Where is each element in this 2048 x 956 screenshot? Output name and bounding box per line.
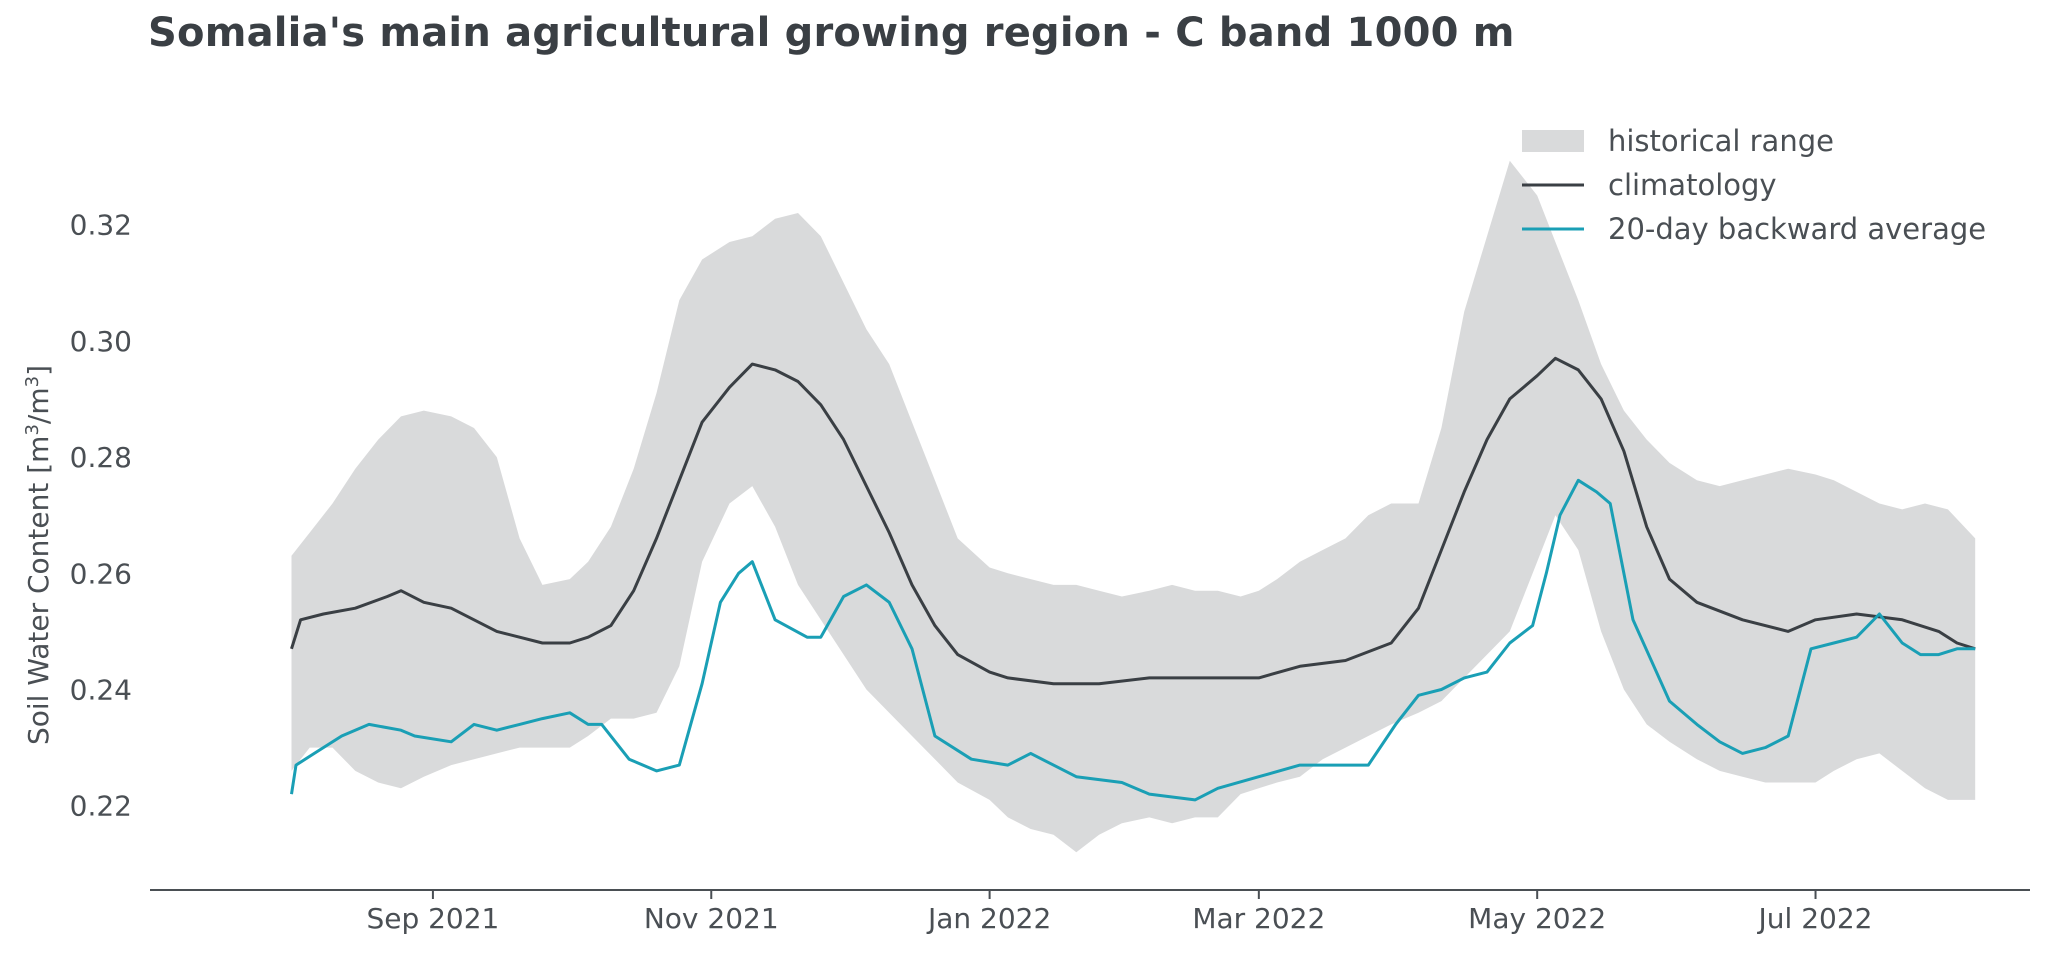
y-tick-label: 0.24 bbox=[70, 674, 132, 707]
legend-label: historical range bbox=[1608, 124, 1834, 158]
legend: historical range climatology 20-day backwa… bbox=[1522, 124, 1986, 246]
legend-item-climatology: climatology bbox=[1522, 168, 1777, 202]
20-day-backward-average-series bbox=[290, 478, 1976, 802]
chart-title: Somalia's main agricultural growing regi… bbox=[148, 10, 1515, 56]
legend-swatch bbox=[1522, 130, 1584, 152]
x-tick-label: Jul 2022 bbox=[1757, 902, 1873, 935]
y-tick-label: 0.30 bbox=[70, 325, 132, 358]
x-tick-label: Mar 2022 bbox=[1192, 902, 1325, 935]
x-tick-label: Sep 2021 bbox=[366, 902, 499, 935]
legend-item-historical-range: historical range bbox=[1522, 124, 1834, 158]
y-tick-label: 0.22 bbox=[70, 790, 132, 823]
x-tick-label: Jan 2022 bbox=[926, 902, 1051, 935]
x-tick-label: May 2022 bbox=[1468, 902, 1606, 935]
y-tick-label: 0.28 bbox=[70, 441, 132, 474]
y-axis-ticks: 0.22 0.24 0.26 0.28 0.30 0.32 bbox=[70, 209, 132, 823]
legend-item-20-day-backward-average: 20-day backward average bbox=[1522, 212, 1986, 246]
series-layer bbox=[290, 356, 1976, 802]
x-axis-ticks: Sep 2021 Nov 2021 Jan 2022 Mar 2022 May 2022… bbox=[366, 890, 1873, 935]
legend-label: 20-day backward average bbox=[1608, 212, 1986, 246]
legend-label: climatology bbox=[1608, 168, 1777, 202]
historical-range-band bbox=[291, 160, 1976, 853]
historical-range-band-layer bbox=[291, 160, 1976, 853]
x-tick-label: Nov 2021 bbox=[644, 902, 779, 935]
y-tick-label: 0.32 bbox=[70, 209, 132, 242]
climatology-line bbox=[290, 356, 1976, 686]
y-tick-label: 0.26 bbox=[70, 557, 132, 590]
y-axis-title: Soil Water Content [m3/m3] bbox=[22, 365, 55, 745]
